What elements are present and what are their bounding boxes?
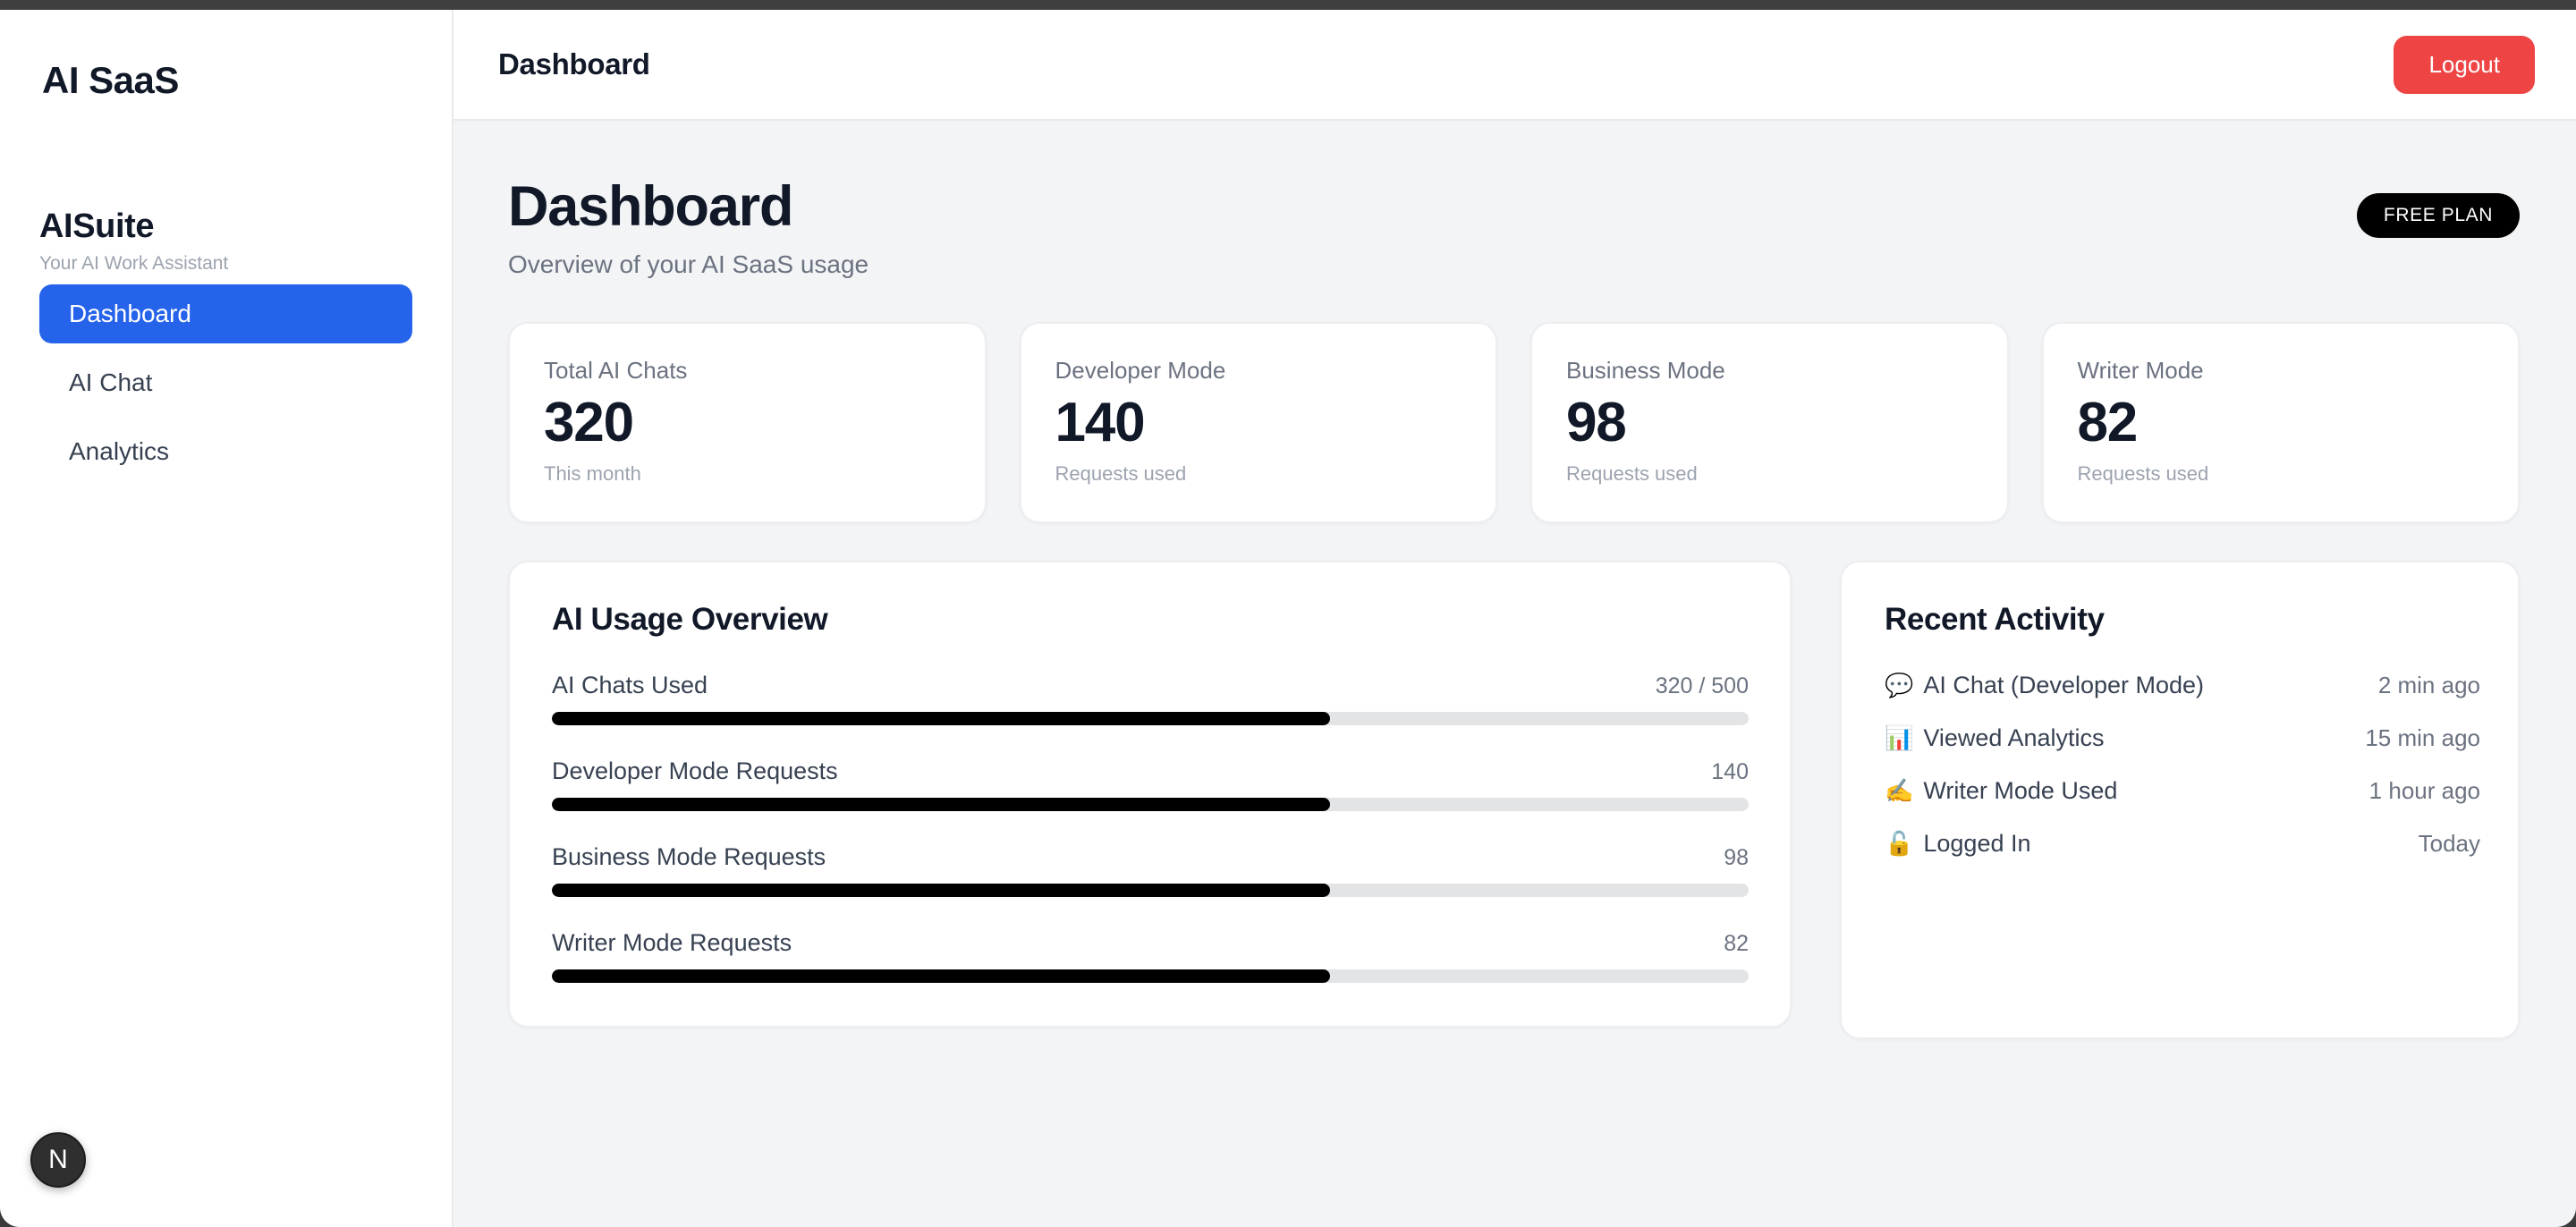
sidebar-item-ai-chat[interactable]: AI Chat xyxy=(69,368,153,397)
usage-label: Developer Mode Requests xyxy=(552,757,838,785)
suite-subtitle: Your AI Work Assistant xyxy=(39,253,229,274)
stat-note: Requests used xyxy=(2077,462,2209,486)
brand-logo: AI SaaS xyxy=(42,59,179,101)
activity-time: Today xyxy=(2418,830,2480,858)
activity-label: AI Chat (Developer Mode) xyxy=(1923,672,2205,699)
speech-balloon-icon: 💬 xyxy=(1885,672,1914,699)
activity-time: 15 min ago xyxy=(2365,724,2480,752)
activity-label: Logged In xyxy=(1923,830,2031,858)
activity-label: Viewed Analytics xyxy=(1923,724,2105,752)
progress-fill xyxy=(552,712,1330,726)
usage-value: 98 xyxy=(1724,845,1749,871)
writing-hand-icon: ✍️ xyxy=(1885,777,1914,805)
stat-label: Business Mode xyxy=(1566,357,1725,385)
progress-track xyxy=(552,884,1749,898)
stat-value: 320 xyxy=(544,392,634,454)
sidebar-nav: AISuite Your AI Work Assistant Dashboard… xyxy=(0,102,452,482)
activity-label: Writer Mode Used xyxy=(1923,777,2118,805)
stat-card-developer-mode: Developer Mode 140 Requests used xyxy=(1019,322,1497,524)
usage-value: 320 / 500 xyxy=(1655,673,1749,699)
bar-chart-icon: 📊 xyxy=(1885,724,1914,752)
nextjs-dev-indicator-icon[interactable]: N xyxy=(30,1132,86,1188)
activity-item-logged-in: 🔓 Logged In Today xyxy=(1885,830,2480,858)
progress-fill xyxy=(552,798,1330,812)
topbar: Dashboard Logout xyxy=(453,10,2576,121)
activity-time: 1 hour ago xyxy=(2368,777,2480,805)
progress-track xyxy=(552,969,1749,984)
progress-fill xyxy=(552,969,1330,984)
open-lock-icon: 🔓 xyxy=(1885,830,1914,858)
stat-note: Requests used xyxy=(1566,462,1698,486)
stat-label: Total AI Chats xyxy=(544,357,688,385)
logout-button[interactable]: Logout xyxy=(2394,35,2535,94)
stat-card-business-mode: Business Mode 98 Requests used xyxy=(1530,322,2009,524)
stat-note: Requests used xyxy=(1055,462,1187,486)
sidebar-item-analytics[interactable]: Analytics xyxy=(69,437,170,466)
suite-title: AISuite xyxy=(39,207,155,245)
panels-row: AI Usage Overview AI Chats Used 320 / 50… xyxy=(508,561,2520,1040)
stat-value: 82 xyxy=(2077,392,2139,454)
main-region: Dashboard Logout Dashboard Overview of y… xyxy=(453,10,2576,1227)
stat-cards-row: Total AI Chats 320 This month Developer … xyxy=(508,322,2520,524)
progress-track xyxy=(552,712,1749,726)
usage-value: 82 xyxy=(1724,931,1749,957)
recent-activity-panel: Recent Activity 💬 AI Chat (Developer Mod… xyxy=(1840,561,2520,1040)
sidebar-item-dashboard[interactable]: Dashboard xyxy=(39,284,412,344)
page-heading-group: Dashboard Overview of your AI SaaS usage xyxy=(508,177,869,279)
page-subtitle: Overview of your AI SaaS usage xyxy=(508,250,869,279)
stat-card-total-ai-chats: Total AI Chats 320 This month xyxy=(508,322,987,524)
browser-chrome-strip xyxy=(0,0,2576,10)
usage-label: Business Mode Requests xyxy=(552,843,826,871)
progress-track xyxy=(552,798,1749,812)
progress-fill xyxy=(552,884,1330,898)
main-content: Dashboard Overview of your AI SaaS usage… xyxy=(453,121,2576,1227)
stat-label: Developer Mode xyxy=(1055,357,1226,385)
stat-label: Writer Mode xyxy=(2077,357,2204,385)
usage-value: 140 xyxy=(1711,759,1749,785)
stat-value: 98 xyxy=(1566,392,1627,454)
stat-value: 140 xyxy=(1055,392,1146,454)
stat-card-writer-mode: Writer Mode 82 Requests used xyxy=(2041,322,2520,524)
usage-label: Writer Mode Requests xyxy=(552,929,792,957)
activity-item-ai-chat: 💬 AI Chat (Developer Mode) 2 min ago xyxy=(1885,672,2480,699)
stat-note: This month xyxy=(544,462,641,486)
activity-item-writer-mode-used: ✍️ Writer Mode Used 1 hour ago xyxy=(1885,777,2480,805)
usage-row-business-mode-requests: Business Mode Requests 98 xyxy=(552,843,1749,898)
app-window: AI SaaS AISuite Your AI Work Assistant D… xyxy=(0,10,2576,1227)
panel-title: Recent Activity xyxy=(1885,602,2105,638)
sidebar: AI SaaS AISuite Your AI Work Assistant D… xyxy=(0,10,453,1227)
panel-title: AI Usage Overview xyxy=(552,602,828,638)
topbar-title: Dashboard xyxy=(498,47,650,80)
activity-time: 2 min ago xyxy=(2377,672,2480,699)
activity-item-viewed-analytics: 📊 Viewed Analytics 15 min ago xyxy=(1885,724,2480,752)
usage-label: AI Chats Used xyxy=(552,672,708,699)
page-title: Dashboard xyxy=(508,175,793,238)
page-header: Dashboard Overview of your AI SaaS usage… xyxy=(508,177,2520,279)
usage-row-writer-mode-requests: Writer Mode Requests 82 xyxy=(552,929,1749,984)
ai-usage-overview-panel: AI Usage Overview AI Chats Used 320 / 50… xyxy=(508,561,1792,1028)
usage-row-ai-chats-used: AI Chats Used 320 / 500 xyxy=(552,672,1749,726)
plan-status-badge: FREE PLAN xyxy=(2356,193,2520,238)
usage-row-developer-mode-requests: Developer Mode Requests 140 xyxy=(552,757,1749,812)
